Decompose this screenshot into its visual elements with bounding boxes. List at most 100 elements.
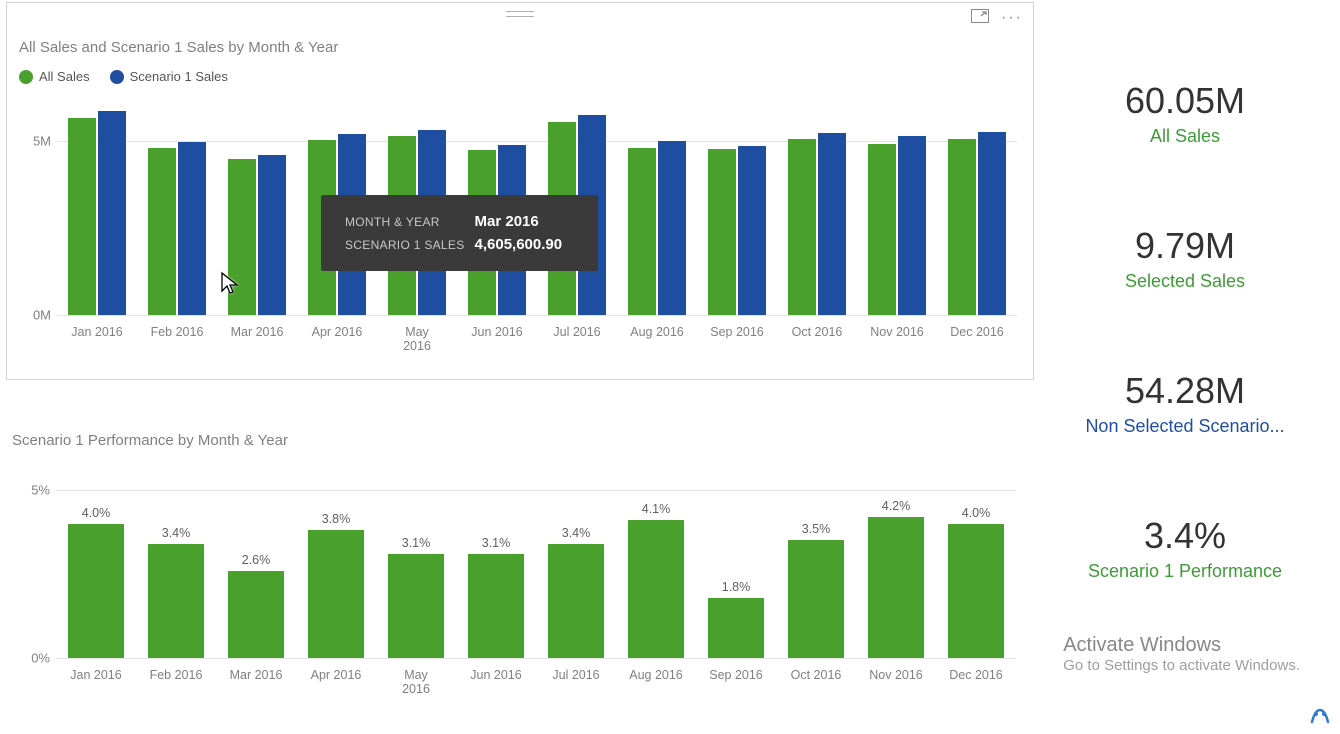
tooltip-key: SCENARIO 1 SALES <box>345 234 473 255</box>
kpi-value: 60.05M <box>1050 80 1320 122</box>
x-axis-label: Mar 2016 <box>231 325 284 339</box>
performance-chart-plot[interactable]: 4.0% 3.4% 2.6% 3.8% 3.1% 3.1% 3.4% 4.1% 1.8% 3.5%… <box>56 490 1016 658</box>
bar-data-label: 3.4% <box>562 526 591 540</box>
x-axis-label: Feb 2016 <box>151 325 204 339</box>
x-axis-label: Jan 2016 <box>70 668 121 682</box>
chart-bar[interactable] <box>708 149 736 315</box>
y-axis-tick: 0% <box>31 651 50 666</box>
kpi-label: All Sales <box>1050 126 1320 147</box>
chart-bar[interactable] <box>178 142 206 315</box>
bar-data-label: 3.1% <box>482 536 511 550</box>
x-axis-label: Jun 2016 <box>470 668 521 682</box>
sales-chart-visual[interactable]: ··· All Sales and Scenario 1 Sales by Mo… <box>6 2 1034 380</box>
chart-bar[interactable] <box>388 554 444 658</box>
chart-bar[interactable] <box>948 524 1004 658</box>
kpi-card[interactable]: 54.28MNon Selected Scenario... <box>1050 370 1320 437</box>
chart-bar[interactable] <box>788 540 844 658</box>
chart-bar[interactable] <box>788 139 816 315</box>
chart-bar[interactable] <box>68 118 96 315</box>
x-axis-label: Aug 2016 <box>629 668 683 682</box>
x-axis-label: May 2016 <box>403 325 431 353</box>
chart-bar[interactable] <box>818 133 846 315</box>
y-axis-tick: 5M <box>33 133 51 148</box>
chart-bar[interactable] <box>68 524 124 658</box>
x-axis-label: Jun 2016 <box>471 325 522 339</box>
chart-bar[interactable] <box>548 544 604 658</box>
x-axis-label: Oct 2016 <box>792 325 843 339</box>
y-axis-tick: 5% <box>31 483 50 498</box>
subscribe-icon[interactable] <box>1306 700 1334 728</box>
x-axis-label: Mar 2016 <box>230 668 283 682</box>
chart-bar[interactable] <box>868 144 896 315</box>
performance-chart-y-axis: 5%0% <box>16 490 52 658</box>
bar-data-label: 3.5% <box>802 522 831 536</box>
x-axis-label: Sep 2016 <box>710 325 764 339</box>
x-axis-label: May 2016 <box>402 668 430 696</box>
x-axis-label: Oct 2016 <box>791 668 842 682</box>
bar-data-label: 3.4% <box>162 526 191 540</box>
focus-mode-icon[interactable] <box>971 9 989 28</box>
x-axis-label: Jul 2016 <box>552 668 599 682</box>
bar-data-label: 4.1% <box>642 502 671 516</box>
bar-data-label: 4.2% <box>882 499 911 513</box>
visual-header: ··· <box>7 3 1033 33</box>
kpi-panel: 60.05M All Sales 9.79MSelected Sales 54.28M… <box>1040 0 1340 734</box>
chart-bar[interactable] <box>978 132 1006 315</box>
legend-item[interactable]: Scenario 1 Sales <box>110 69 228 84</box>
chart-bar[interactable] <box>258 155 286 315</box>
chart-bar[interactable] <box>708 598 764 658</box>
chart-bar[interactable] <box>98 111 126 315</box>
performance-chart-title: Scenario 1 Performance by Month & Year <box>12 432 288 449</box>
bar-data-label: 3.8% <box>322 512 351 526</box>
legend-item[interactable]: All Sales <box>19 69 90 84</box>
chart-tooltip: MONTH & YEARMar 2016SCENARIO 1 SALES4,60… <box>321 195 598 271</box>
chart-bar[interactable] <box>148 148 176 315</box>
kpi-label: Scenario 1 Performance <box>1050 561 1320 582</box>
x-axis-label: Nov 2016 <box>869 668 923 682</box>
chart-bar[interactable] <box>468 554 524 658</box>
performance-chart-visual[interactable]: Scenario 1 Performance by Month & Year 5… <box>6 420 1034 720</box>
bar-data-label: 3.1% <box>402 536 431 550</box>
x-axis-label: Dec 2016 <box>950 325 1004 339</box>
chart-bar[interactable] <box>948 139 976 315</box>
bar-data-label: 1.8% <box>722 580 751 594</box>
bar-data-label: 4.0% <box>962 506 991 520</box>
drag-handle-icon[interactable] <box>506 11 534 17</box>
chart-bar[interactable] <box>308 530 364 658</box>
chart-bar[interactable] <box>228 571 284 658</box>
dashboard-main: ··· All Sales and Scenario 1 Sales by Mo… <box>0 0 1040 734</box>
x-axis-label: Dec 2016 <box>949 668 1003 682</box>
bar-data-label: 2.6% <box>242 553 271 567</box>
sales-chart-legend: All Sales Scenario 1 Sales <box>19 69 228 84</box>
x-axis-label: Nov 2016 <box>870 325 924 339</box>
kpi-label: Selected Sales <box>1050 271 1320 292</box>
bar-data-label: 4.0% <box>82 506 111 520</box>
chart-bar[interactable] <box>658 141 686 315</box>
sales-chart-y-axis: 5M0M <box>17 99 53 315</box>
x-axis-label: Jan 2016 <box>71 325 122 339</box>
chart-bar[interactable] <box>228 159 256 315</box>
legend-label: All Sales <box>39 69 90 84</box>
more-options-icon[interactable]: ··· <box>1001 9 1023 28</box>
tooltip-value: 4,605,600.90 <box>475 234 571 255</box>
legend-label: Scenario 1 Sales <box>130 69 228 84</box>
x-axis-label: Feb 2016 <box>150 668 203 682</box>
chart-bar[interactable] <box>628 520 684 658</box>
kpi-card[interactable]: 9.79MSelected Sales <box>1050 225 1320 292</box>
chart-bar[interactable] <box>898 136 926 315</box>
chart-bar[interactable] <box>868 517 924 658</box>
y-axis-tick: 0M <box>33 308 51 323</box>
kpi-value: 54.28M <box>1050 370 1320 412</box>
chart-bar[interactable] <box>628 148 656 315</box>
sales-chart-title: All Sales and Scenario 1 Sales by Month … <box>19 39 338 56</box>
kpi-value: 3.4% <box>1050 515 1320 557</box>
legend-swatch <box>110 70 124 84</box>
tooltip-key: MONTH & YEAR <box>345 211 473 232</box>
kpi-card[interactable]: 60.05M All Sales <box>1050 80 1320 147</box>
chart-bar[interactable] <box>738 146 766 315</box>
x-axis-label: Sep 2016 <box>709 668 763 682</box>
chart-bar[interactable] <box>148 544 204 658</box>
performance-chart-x-axis: Jan 2016Feb 2016Mar 2016Apr 2016May 2016… <box>56 662 1016 712</box>
kpi-card[interactable]: 3.4% Scenario 1 Performance <box>1050 515 1320 582</box>
x-axis-label: Apr 2016 <box>312 325 363 339</box>
